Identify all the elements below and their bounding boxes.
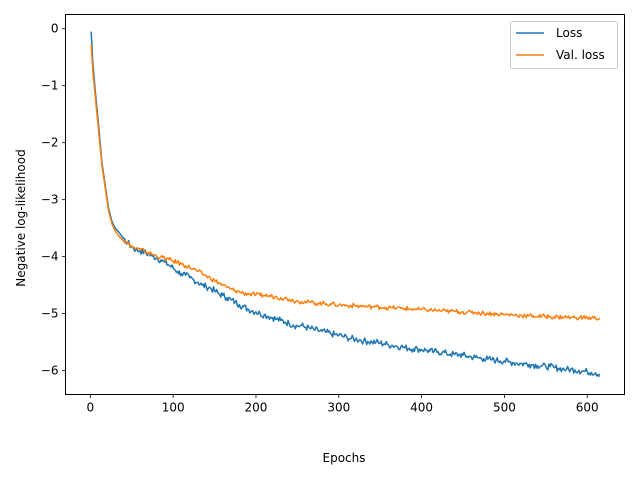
series-layer: [90, 31, 601, 378]
x-tick-label: 100: [162, 401, 185, 415]
x-tick-label: 300: [327, 401, 350, 415]
x-tick-label: 0: [87, 401, 95, 415]
y-tick-label: −6: [41, 364, 59, 378]
legend: Loss Val. loss: [510, 21, 618, 69]
series-line-val-loss: [90, 44, 601, 321]
x-tick-label: 200: [245, 401, 268, 415]
y-tick-label: −2: [41, 136, 59, 150]
y-tick-label: −5: [41, 307, 59, 321]
x-tick-label: 600: [576, 401, 599, 415]
series-line-loss: [90, 31, 601, 378]
x-axis-ticks: 0 100 200 300 400 500 600: [87, 394, 599, 415]
y-tick-label: −3: [41, 193, 59, 207]
axes-frame: [65, 14, 625, 395]
y-tick-label: −4: [41, 250, 59, 264]
x-tick-label: 400: [410, 401, 433, 415]
y-tick-label: −1: [41, 79, 59, 93]
x-tick-label: 500: [493, 401, 516, 415]
y-axis-label: Negative log-likelihood: [14, 149, 28, 286]
y-axis-ticks: 0 −1 −2 −3 −4 −5 −6: [41, 22, 66, 378]
x-axis-label: Epochs: [323, 451, 366, 465]
legend-label-val-loss: Val. loss: [556, 48, 605, 62]
y-tick-label: 0: [51, 22, 59, 36]
legend-label-loss: Loss: [556, 26, 582, 40]
